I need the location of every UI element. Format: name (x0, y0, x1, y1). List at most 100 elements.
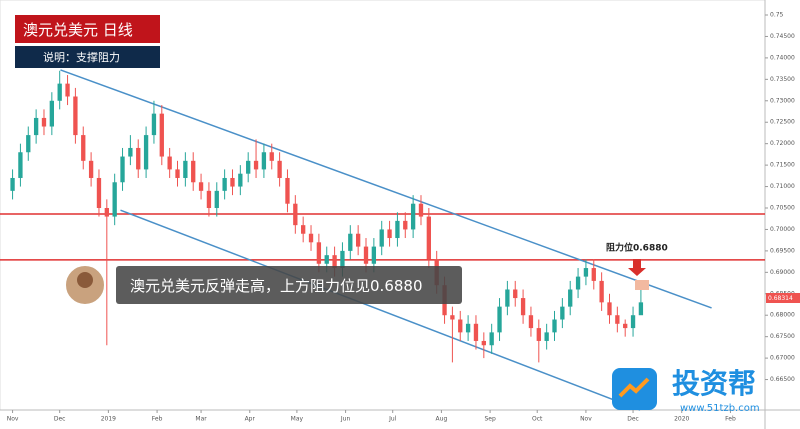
x-tick-label: Jul (388, 416, 397, 423)
y-tick-label: 0.75 (770, 12, 784, 19)
candle-body (536, 328, 541, 341)
candle-body (308, 233, 314, 243)
candle-body (285, 177, 290, 204)
x-tick-label: Sep (484, 416, 496, 423)
candle-body (615, 315, 620, 324)
candle-body (497, 306, 502, 333)
channel-line (120, 209, 641, 411)
candle-body (371, 246, 377, 264)
watermark-url: www.51tzb.com (680, 403, 760, 414)
y-tick-label: 0.73000 (770, 97, 795, 104)
candle-body (183, 160, 188, 178)
candle-body (348, 233, 353, 251)
subtitle: 说明：支撑阻力 (43, 51, 120, 64)
candle-body (552, 319, 557, 333)
candle-body (238, 173, 243, 187)
y-tick-label: 0.70500 (770, 205, 795, 212)
candle-body (143, 135, 149, 170)
price-tag (766, 293, 800, 303)
title: 澳元兑美元 日线 (23, 20, 133, 39)
candle-body (544, 332, 549, 341)
channel-line (60, 69, 712, 309)
candle-body (73, 96, 78, 136)
candle-body (583, 268, 589, 277)
y-tick-label: 0.71500 (770, 162, 795, 169)
candle-body (560, 306, 565, 320)
x-tick-label: 2019 (101, 416, 116, 423)
candle-body (395, 220, 400, 239)
y-tick-label: 0.70000 (770, 226, 795, 233)
candle-body (481, 340, 486, 346)
candle-body (575, 276, 581, 290)
candle-body (269, 152, 274, 161)
candle-body (426, 216, 431, 260)
candle-body (10, 177, 15, 191)
candle-body (638, 302, 644, 316)
candle-body (26, 135, 31, 153)
resistance-label: 阻力位0.6880 (606, 242, 668, 254)
x-tick-label: Jun (340, 416, 351, 423)
candle-body (623, 323, 628, 329)
plot-area (0, 0, 766, 411)
candle-body (324, 255, 329, 264)
candle-body (528, 315, 534, 329)
candle-body (591, 268, 596, 281)
last-price: 0.68314 (768, 295, 793, 302)
candle-body (379, 229, 384, 247)
x-tick-label: Nov (7, 416, 19, 423)
y-tick-label: 0.71000 (770, 183, 795, 190)
highlight (635, 280, 649, 290)
candle-body (230, 177, 235, 187)
candle-body (167, 156, 172, 170)
x-tick-label: Oct (532, 416, 543, 423)
candle-body (198, 182, 204, 191)
y-tick-label: 0.72000 (770, 140, 795, 147)
candle-body (214, 190, 219, 209)
candle-body (489, 332, 494, 346)
candle-body (513, 289, 518, 299)
candle-body (175, 169, 180, 178)
comment-box: 澳元兑美元反弹走高，上方阻力位见0.6880 (116, 266, 462, 304)
candle-body (96, 177, 102, 209)
candle-body (458, 319, 463, 333)
watermark: 投资帮 (672, 367, 756, 400)
x-tick-label: Aug (436, 416, 448, 423)
y-tick-label: 0.73500 (770, 76, 795, 83)
candle-body (120, 156, 125, 183)
x-tick-label: Dec (54, 416, 66, 423)
candle-body (418, 203, 424, 217)
candle-body (88, 160, 94, 178)
y-tick-label: 0.69000 (770, 269, 795, 276)
y-tick-label: 0.68000 (770, 312, 795, 319)
x-tick-label: 2020 (674, 416, 689, 423)
candle-body (363, 246, 369, 264)
candle-body (191, 160, 196, 183)
x-tick-label: Feb (152, 416, 163, 423)
candle-body (222, 177, 227, 191)
candle-body (465, 323, 471, 333)
candle-body (568, 289, 573, 307)
candle-body (246, 160, 251, 174)
avatar-face (77, 272, 93, 288)
y-tick-label: 0.74500 (770, 33, 795, 40)
x-tick-label: May (291, 416, 304, 423)
candle-body (450, 315, 455, 320)
candle-body (151, 113, 157, 136)
candle-body (136, 147, 141, 170)
x-tick-label: Mar (195, 416, 207, 423)
x-tick-label: Dec (627, 416, 639, 423)
candle-body (49, 100, 54, 127)
y-tick-label: 0.67000 (770, 355, 795, 362)
candle-body (520, 298, 526, 316)
subtitle-box: 说明：支撑阻力 (15, 46, 160, 68)
x-tick-label: Nov (580, 416, 592, 423)
candle-body (293, 203, 298, 226)
candle-body (607, 302, 612, 316)
comment: 澳元兑美元反弹走高，上方阻力位见0.6880 (130, 276, 423, 295)
candle-body (340, 250, 345, 269)
y-tick-label: 0.69500 (770, 247, 795, 254)
candle-body (159, 113, 164, 157)
candle-body (253, 160, 259, 170)
y-tick-label: 0.67500 (770, 333, 795, 340)
